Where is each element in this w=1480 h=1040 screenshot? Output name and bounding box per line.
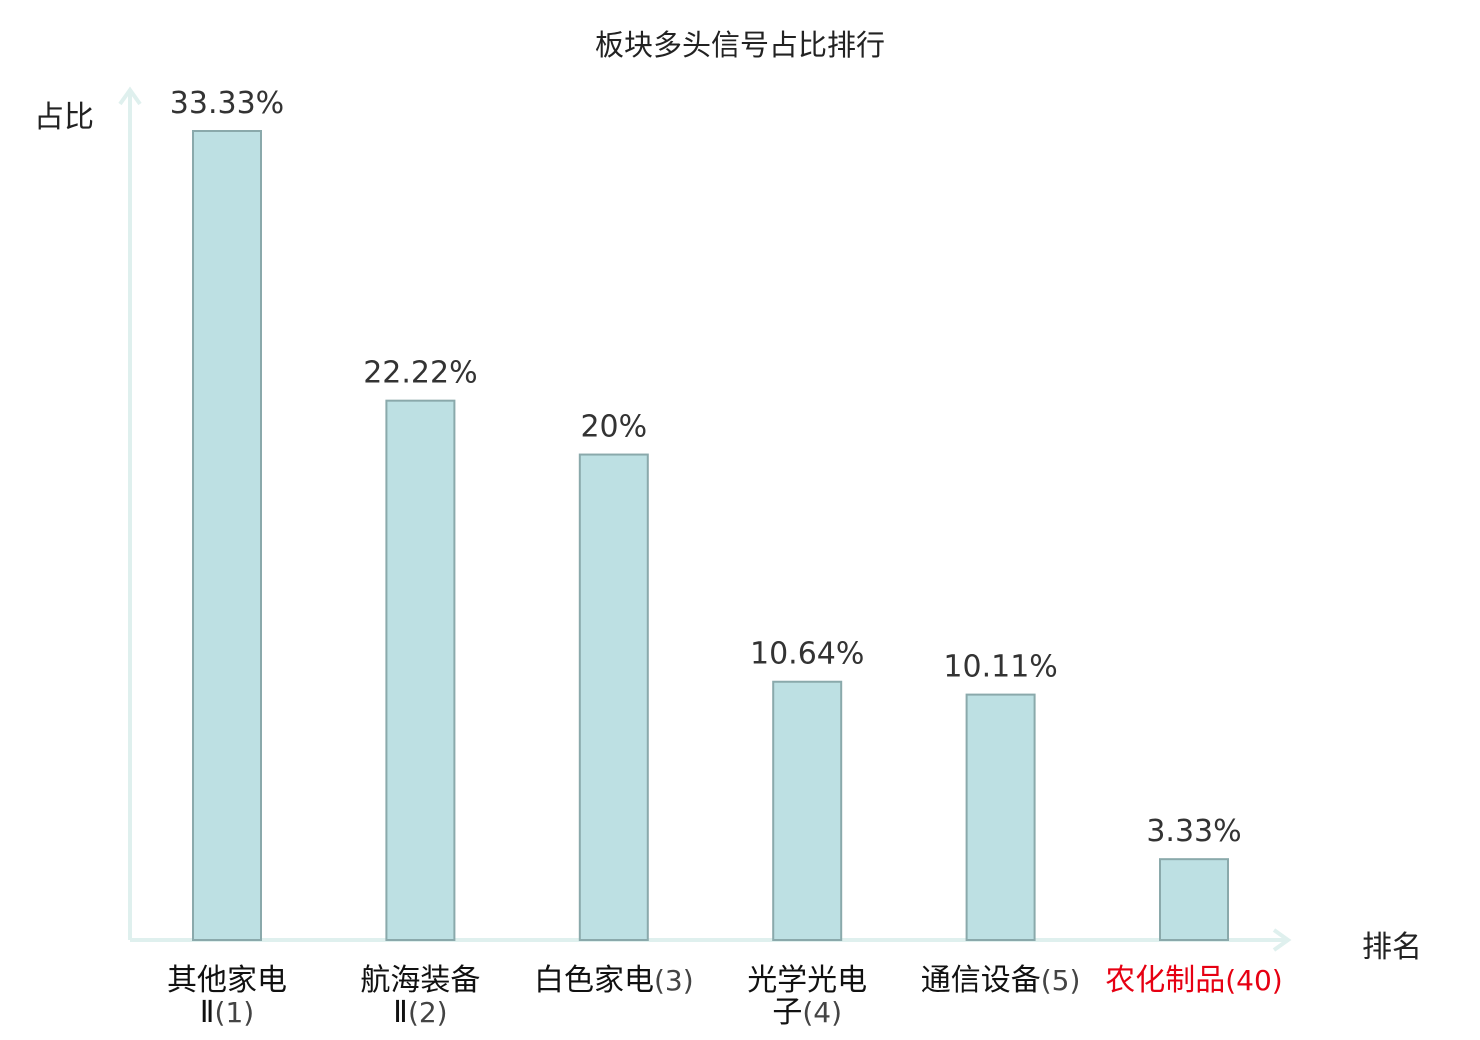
category-name: 其他家电 [167,963,287,998]
category-label-line: Ⅱ(2) [320,997,520,1029]
chart-title: 板块多头信号占比排行 [594,28,885,62]
category-label: 光学光电 子(4) [707,965,907,1029]
category-label-line: 白色家电(3) [514,965,714,997]
category-label-line: 通信设备(5) [901,965,1101,997]
category-label: 通信设备(5) [901,965,1101,997]
y-axis-arrow [118,86,142,106]
data-label: 22.22% [363,356,477,391]
data-label: 3.33% [1146,814,1241,849]
bar [385,399,456,941]
x-axis-label: 排名 [1362,930,1422,965]
category-label-line: 农化制品(40) [1094,965,1294,997]
y-axis-label: 占比 [34,100,94,135]
bar [578,453,649,941]
category-name: 农化制品 [1105,963,1226,998]
bar [772,680,843,942]
data-label: 10.64% [750,637,864,672]
category-label: 农化制品(40) [1094,965,1294,997]
category-rank: (2) [407,996,448,1029]
category-name: 白色家电 [533,963,654,998]
category-rank: (5) [1040,964,1081,997]
category-rank: (3) [653,964,694,997]
bar [192,130,262,941]
category-label: 航海装备 Ⅱ(2) [320,965,520,1029]
data-label: 20% [580,410,647,445]
category-label: 其他家电 Ⅱ(1) [127,965,327,1029]
x-axis-arrow [1272,928,1292,952]
category-name: 通信设备 [920,963,1041,998]
category-rank: (4) [802,996,843,1029]
data-label: 33.33% [170,86,284,121]
bar [1159,858,1229,941]
category-label-line: 其他家电 [127,965,327,997]
data-label: 10.11% [943,650,1057,685]
category-label-line: 子(4) [707,997,907,1029]
category-label-line: 航海装备 [320,965,520,997]
bar [965,693,1036,942]
category-label-line: 光学光电 [707,965,907,997]
category-name: 子 [772,995,803,1030]
category-name: 光学光电 [747,963,868,998]
category-name: Ⅱ [393,995,408,1030]
category-name: Ⅱ [199,995,215,1030]
category-name: 航海装备 [360,963,481,998]
category-rank: (40) [1225,964,1283,997]
category-rank: (1) [214,996,255,1029]
category-label-line: Ⅱ(1) [127,997,327,1029]
category-label: 白色家电(3) [514,965,714,997]
